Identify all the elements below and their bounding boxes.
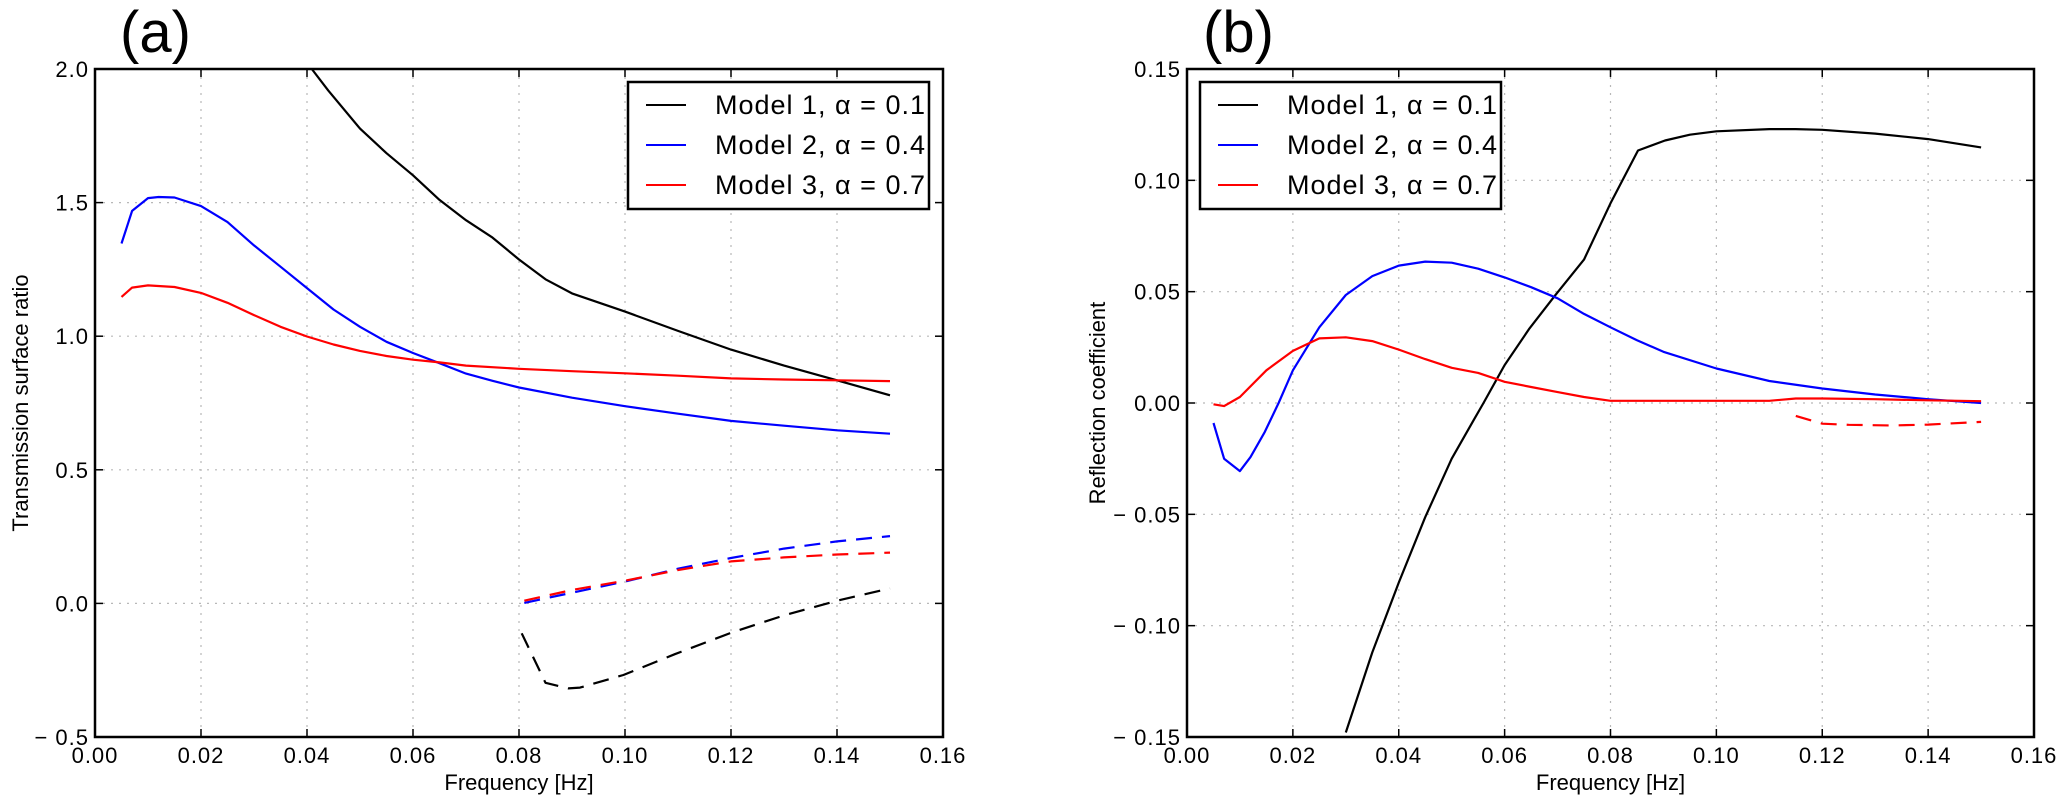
x-tick-label: 0.00 [1164,743,1211,768]
panel-a-legend: Model 1, α = 0.1 Model 2, α = 0.4 Model 3,… [626,80,931,211]
series-line-model-1-0-1 [310,68,891,397]
series-line-model-2-0-4 [1212,260,1982,473]
panel-b: (b) 0.00 0.02 0.04 0.06 0.08 0.10 0.12 0.14 0.16… [1085,0,2058,795]
legend-label: Model 1, α = 0.1 [715,90,926,120]
panel-b-xlabel: Frequency [Hz] [1536,770,1685,795]
y-tick-label: − 0.5 [34,725,89,750]
x-tick-label: 0.14 [1905,743,1952,768]
x-tick-label: 0.08 [1587,743,1634,768]
y-tick-label: 1.0 [55,324,89,349]
y-tick-label: 1.5 [55,191,89,216]
legend-label: Model 3, α = 0.7 [715,170,926,200]
y-tick-label: 0.5 [55,458,89,483]
x-tick-label: 0.10 [1693,743,1740,768]
x-tick-label: 0.16 [2011,743,2058,768]
panel-b-series [1212,128,1982,733]
y-tick-label: − 0.05 [1113,502,1181,527]
panel-a-xlabel: Frequency [Hz] [444,770,593,795]
x-tick-label: 0.04 [1375,743,1422,768]
y-tick-label: 0.05 [1134,280,1181,305]
panel-a-ticks: 0.00 0.02 0.04 0.06 0.08 0.10 0.12 0.14 0.16 − 0.… [34,57,967,768]
panel-b-grid [1187,69,2034,737]
series-line-model-2-0-4 [120,195,891,435]
series-line-model-2-dashed [524,535,891,604]
y-tick-label: 0.00 [1134,391,1181,416]
legend-label: Model 3, α = 0.7 [1287,170,1498,200]
y-tick-label: 0.15 [1134,57,1181,82]
x-tick-label: 0.04 [284,743,331,768]
panel-b-legend: Model 1, α = 0.1 Model 2, α = 0.4 Model 3,… [1198,80,1503,211]
panel-b-ylabel: Reflection coefficient [1085,302,1110,505]
x-tick-label: 0.00 [72,743,119,768]
series-line-model-3-0-7 [120,284,891,383]
x-tick-label: 0.08 [496,743,543,768]
panel-a-label: (a) [120,0,191,65]
legend-label: Model 2, α = 0.4 [715,130,926,160]
series-line-model-1-0-1 [1344,128,1982,733]
y-tick-label: − 0.10 [1113,614,1181,639]
panel-a-grid [95,69,943,737]
series-line-model-3-dashed [524,551,891,602]
y-tick-label: 2.0 [55,57,89,82]
x-tick-label: 0.12 [1799,743,1846,768]
series-line-model-3-dashed [1795,414,1982,427]
x-tick-label: 0.02 [1269,743,1316,768]
x-tick-label: 0.06 [1481,743,1528,768]
panel-a: (a) 0.00 0.02 0.04 0.06 0.08 0.10 0.12 0.14 0.16… [8,0,967,795]
x-tick-label: 0.14 [814,743,861,768]
x-tick-label: 0.06 [390,743,437,768]
x-tick-label: 0.16 [920,743,967,768]
y-tick-label: − 0.15 [1113,725,1181,750]
series-line-model-1-dashed [520,587,891,690]
x-tick-label: 0.12 [708,743,755,768]
series-line-model-3-0-7 [1213,336,1982,408]
y-tick-label: 0.0 [55,591,89,616]
legend-label: Model 2, α = 0.4 [1287,130,1498,160]
panel-a-series [120,68,891,690]
panel-b-label: (b) [1203,0,1274,65]
legend-label: Model 1, α = 0.1 [1287,90,1498,120]
x-tick-label: 0.02 [178,743,225,768]
y-tick-label: 0.10 [1134,168,1181,193]
panel-b-ticks: 0.00 0.02 0.04 0.06 0.08 0.10 0.12 0.14 0.16 − 0.… [1113,57,2058,768]
panel-a-ylabel: Transmission surface ratio [8,274,33,531]
x-tick-label: 0.10 [602,743,649,768]
